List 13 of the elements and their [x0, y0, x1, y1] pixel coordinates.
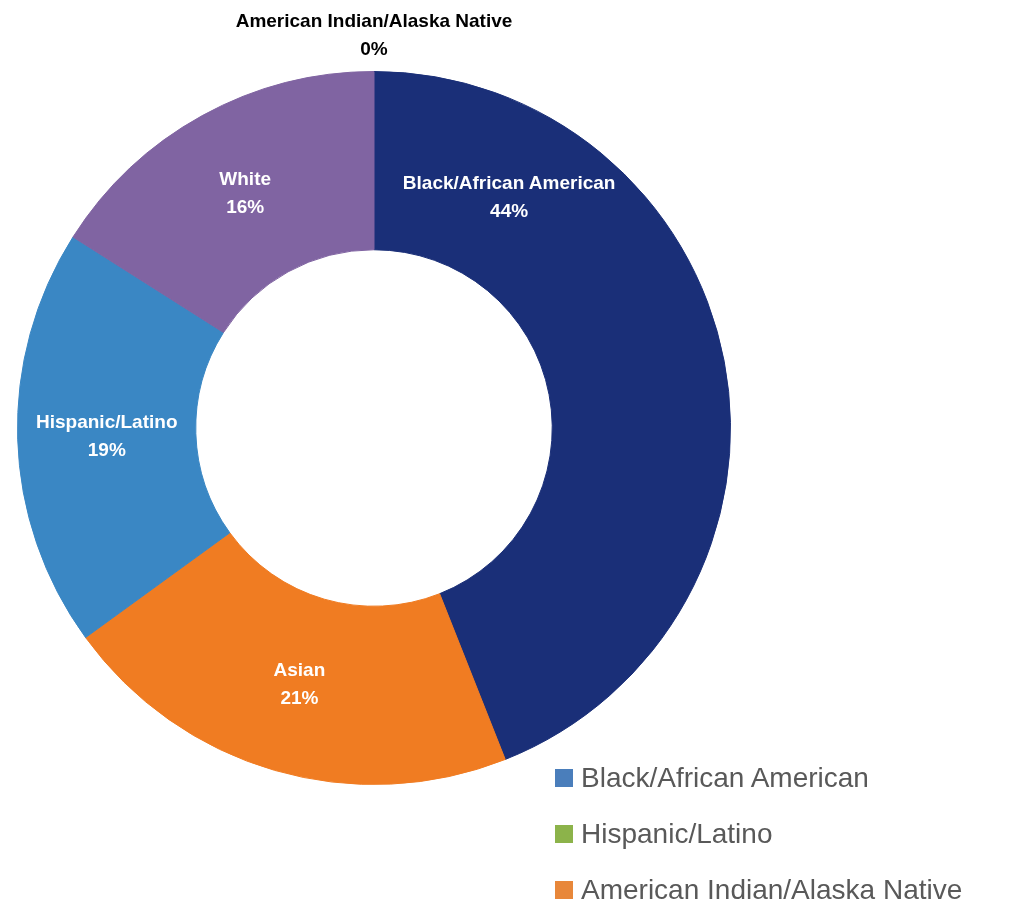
slice-label: Asian — [273, 658, 326, 680]
data-label: 19% — [87, 438, 126, 460]
data-label: 21% — [280, 686, 319, 708]
data-label: 44% — [490, 199, 529, 221]
category-label: American Indian/Alaska Native — [581, 874, 963, 906]
slice-label: Black/African American — [402, 171, 616, 193]
category-label: American Indian/Alaska Native — [235, 9, 513, 31]
category-label: Hispanic/Latino — [581, 818, 773, 850]
slice-label: Hispanic/Latino — [36, 410, 178, 432]
text: 0% — [360, 37, 388, 59]
data-label: 16% — [226, 195, 265, 217]
slice-label: White — [219, 167, 272, 189]
category-label: Black/African American — [581, 762, 869, 794]
